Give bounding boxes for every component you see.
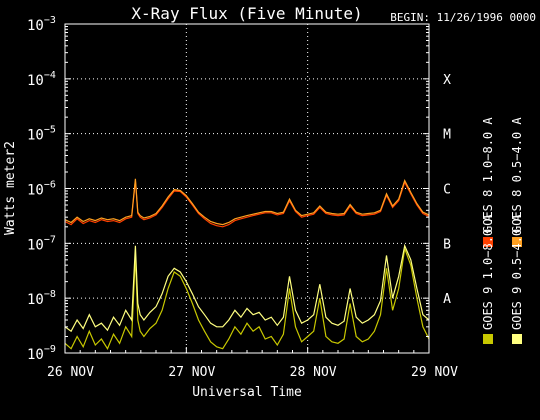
legend-swatch bbox=[483, 334, 493, 344]
flare-class-labels: X M C B A bbox=[443, 73, 451, 307]
series-line bbox=[64, 243, 430, 333]
flare-class-label: C bbox=[443, 183, 451, 198]
legend-label: GOES 9 0.5−4.0 A bbox=[510, 214, 524, 330]
y-tick-label: 10−3 bbox=[27, 15, 56, 34]
x-axis-label: Universal Time bbox=[192, 385, 302, 400]
legend-swatch bbox=[512, 237, 522, 247]
x-axis: 26 NOV 27 NOV 28 NOV 29 NOV bbox=[47, 347, 458, 380]
legend-label: GOES 8 0.5−4.0 A bbox=[510, 117, 524, 233]
legend-label: GOES 8 1.0−8.0 A bbox=[481, 117, 495, 233]
plot-frame bbox=[64, 23, 430, 354]
y-tick-label: 10−9 bbox=[27, 344, 56, 363]
y-tick-label: 10−4 bbox=[27, 70, 56, 89]
flare-class-label: X bbox=[443, 73, 451, 88]
y-tick-label: 10−7 bbox=[27, 234, 56, 253]
x-tick-label: 28 NOV bbox=[290, 365, 337, 380]
flare-class-label: A bbox=[443, 292, 451, 307]
series-line bbox=[64, 178, 430, 226]
series-lines bbox=[64, 178, 430, 351]
chart-title: X-Ray Flux (Five Minute) bbox=[131, 4, 362, 23]
legend-swatch bbox=[512, 334, 522, 344]
series-line bbox=[64, 180, 430, 228]
legend-swatch bbox=[483, 237, 493, 247]
y-axis-label: Watts meter2 bbox=[3, 141, 18, 235]
flare-class-label: B bbox=[443, 237, 451, 252]
y-axis: 10−3 10−4 10−5 10−6 10−7 10−8 10−9 bbox=[27, 15, 429, 363]
x-tick-label: 29 NOV bbox=[411, 365, 458, 380]
x-tick-label: 27 NOV bbox=[168, 365, 215, 380]
legend-label: GOES 9 1.0−8.0 A bbox=[481, 214, 495, 330]
y-tick-label: 10−5 bbox=[27, 125, 56, 144]
y-tick-label: 10−8 bbox=[27, 289, 56, 308]
grid-lines bbox=[65, 24, 429, 353]
series-line bbox=[64, 248, 430, 351]
x-tick-label: 26 NOV bbox=[47, 365, 94, 380]
begin-date-label: BEGIN: 11/26/1996 0000 bbox=[390, 11, 536, 24]
flare-class-label: M bbox=[443, 128, 451, 143]
y-tick-label: 10−6 bbox=[27, 180, 56, 199]
